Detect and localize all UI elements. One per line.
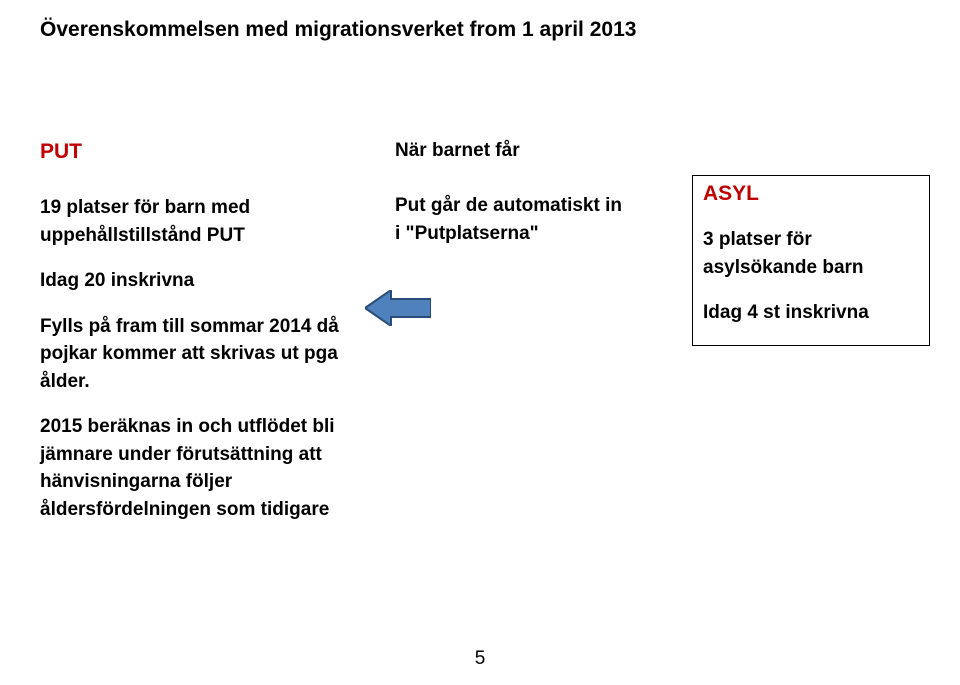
left-arrow-icon	[365, 290, 431, 326]
put-heading: PUT	[40, 140, 340, 164]
column-middle: När barnet får Put går de automatiskt in…	[395, 140, 625, 265]
asyl-paragraph-2: Idag 4 st inskrivna	[703, 299, 919, 327]
put-paragraph-1: 19 platser för barn med uppehållstillstå…	[40, 194, 340, 249]
put-paragraph-3: Fylls på fram till sommar 2014 då pojkar…	[40, 313, 340, 396]
put-paragraph-2: Idag 20 inskrivna	[40, 267, 340, 295]
asyl-paragraph-1: 3 platser för asylsökande barn	[703, 226, 919, 281]
column-put: PUT 19 platser för barn med uppehållstil…	[40, 140, 340, 541]
asyl-heading: ASYL	[703, 176, 919, 206]
put-paragraph-4: 2015 beräknas in och utflödet bli jämnar…	[40, 413, 340, 523]
middle-heading: När barnet får	[395, 140, 625, 162]
column-asyl: ASYL 3 platser för asylsökande barn Idag…	[692, 175, 930, 346]
middle-paragraph-1: Put går de automatiskt in i "Putplatsern…	[395, 192, 625, 247]
page-number: 5	[0, 648, 960, 670]
page-title: Överenskommelsen med migrationsverket fr…	[40, 18, 636, 42]
